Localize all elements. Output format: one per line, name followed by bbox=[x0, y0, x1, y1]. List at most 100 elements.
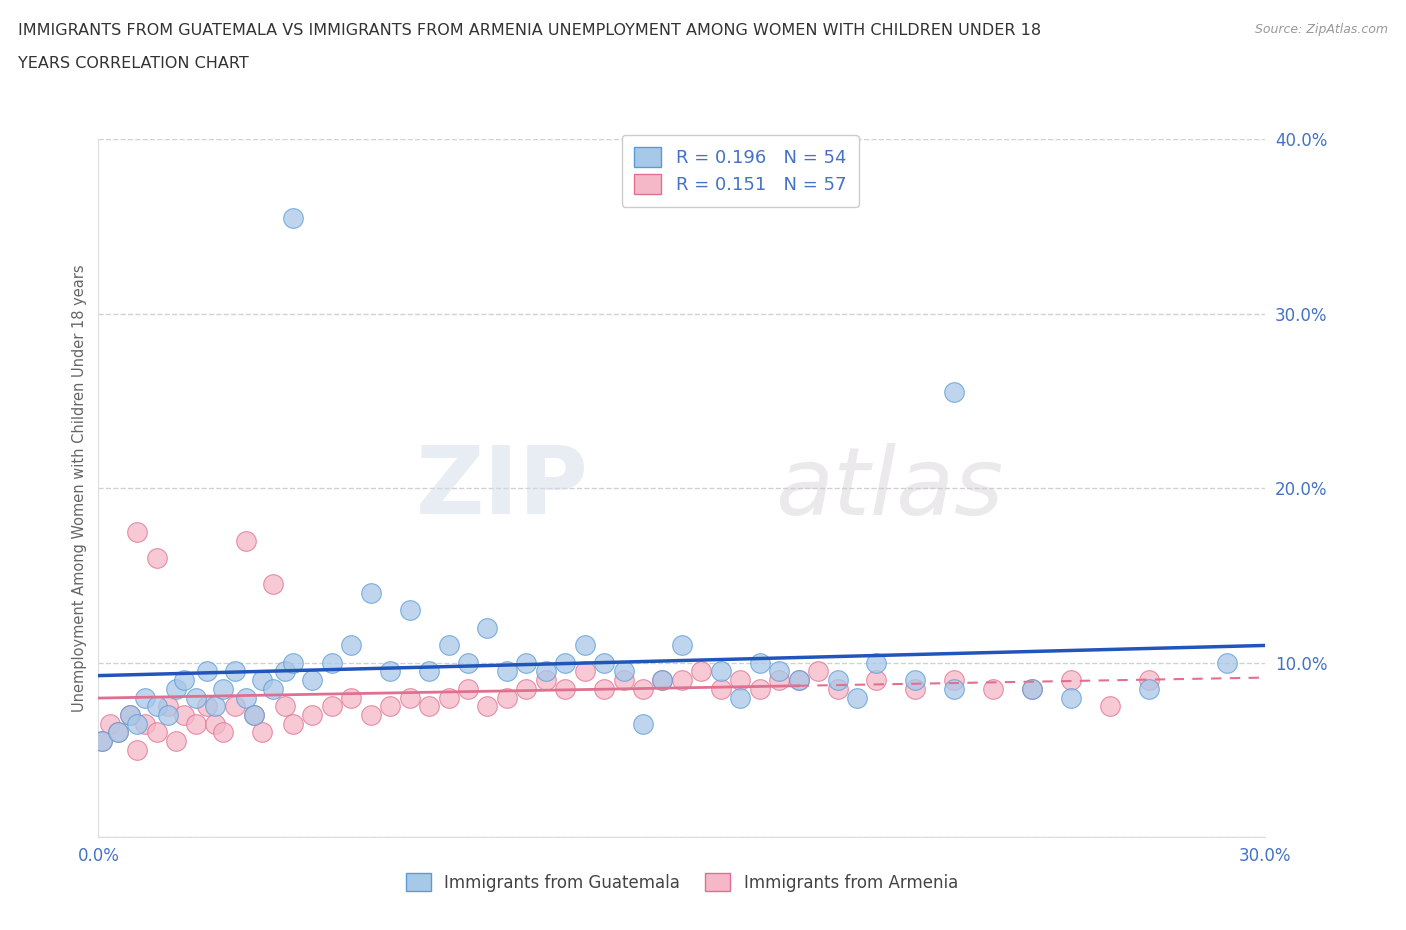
Point bbox=[146, 725, 169, 740]
Point bbox=[250, 725, 273, 740]
Point bbox=[768, 664, 790, 679]
Point bbox=[146, 551, 169, 565]
Point bbox=[173, 672, 195, 687]
Point bbox=[418, 664, 440, 679]
Point bbox=[1137, 672, 1160, 687]
Point bbox=[768, 672, 790, 687]
Point bbox=[378, 664, 402, 679]
Point bbox=[165, 682, 187, 697]
Point bbox=[360, 586, 382, 601]
Text: YEARS CORRELATION CHART: YEARS CORRELATION CHART bbox=[18, 56, 249, 71]
Point bbox=[671, 638, 693, 653]
Point bbox=[710, 664, 733, 679]
Point bbox=[845, 690, 868, 705]
Point bbox=[904, 682, 927, 697]
Text: ZIP: ZIP bbox=[416, 443, 589, 534]
Point bbox=[671, 672, 693, 687]
Text: Source: ZipAtlas.com: Source: ZipAtlas.com bbox=[1254, 23, 1388, 36]
Point bbox=[1021, 682, 1043, 697]
Point bbox=[165, 734, 187, 749]
Point bbox=[534, 672, 557, 687]
Point bbox=[710, 682, 733, 697]
Point bbox=[184, 690, 207, 705]
Point bbox=[243, 708, 266, 723]
Point bbox=[457, 655, 479, 670]
Point bbox=[107, 725, 129, 740]
Point bbox=[748, 682, 770, 697]
Point bbox=[477, 620, 499, 635]
Point bbox=[943, 672, 966, 687]
Point bbox=[157, 698, 180, 713]
Point bbox=[235, 533, 257, 548]
Point bbox=[554, 682, 576, 697]
Text: IMMIGRANTS FROM GUATEMALA VS IMMIGRANTS FROM ARMENIA UNEMPLOYMENT AMONG WOMEN WI: IMMIGRANTS FROM GUATEMALA VS IMMIGRANTS … bbox=[18, 23, 1042, 38]
Y-axis label: Unemployment Among Women with Children Under 18 years: Unemployment Among Women with Children U… bbox=[72, 264, 87, 712]
Point bbox=[134, 716, 156, 731]
Point bbox=[398, 603, 420, 618]
Point bbox=[157, 708, 180, 723]
Point bbox=[631, 682, 654, 697]
Point bbox=[1137, 682, 1160, 697]
Point bbox=[250, 672, 273, 687]
Point bbox=[301, 672, 323, 687]
Point bbox=[301, 708, 323, 723]
Point bbox=[612, 664, 634, 679]
Point bbox=[807, 664, 830, 679]
Text: atlas: atlas bbox=[775, 443, 1004, 534]
Point bbox=[515, 682, 537, 697]
Point bbox=[127, 525, 149, 539]
Point bbox=[360, 708, 382, 723]
Point bbox=[204, 698, 226, 713]
Point bbox=[1215, 655, 1237, 670]
Point bbox=[118, 708, 141, 723]
Point bbox=[281, 655, 304, 670]
Point bbox=[127, 716, 149, 731]
Point bbox=[195, 664, 218, 679]
Point bbox=[593, 655, 616, 670]
Point bbox=[904, 672, 927, 687]
Point bbox=[173, 708, 195, 723]
Point bbox=[593, 682, 616, 697]
Point bbox=[212, 682, 235, 697]
Point bbox=[787, 672, 810, 687]
Point bbox=[943, 385, 966, 400]
Point bbox=[943, 682, 966, 697]
Point bbox=[340, 690, 363, 705]
Point bbox=[91, 734, 114, 749]
Point bbox=[437, 638, 460, 653]
Point bbox=[827, 672, 849, 687]
Point bbox=[787, 672, 810, 687]
Point bbox=[274, 698, 297, 713]
Point bbox=[118, 708, 141, 723]
Point bbox=[146, 698, 169, 713]
Point bbox=[865, 672, 887, 687]
Point bbox=[184, 716, 207, 731]
Point bbox=[631, 716, 654, 731]
Point bbox=[730, 672, 752, 687]
Point bbox=[651, 672, 673, 687]
Point bbox=[574, 664, 596, 679]
Point bbox=[321, 655, 343, 670]
Point bbox=[865, 655, 887, 670]
Legend: Immigrants from Guatemala, Immigrants from Armenia: Immigrants from Guatemala, Immigrants fr… bbox=[399, 867, 965, 898]
Point bbox=[224, 698, 246, 713]
Point bbox=[1098, 698, 1121, 713]
Point bbox=[107, 725, 129, 740]
Point bbox=[827, 682, 849, 697]
Point bbox=[91, 734, 114, 749]
Point bbox=[243, 708, 266, 723]
Point bbox=[574, 638, 596, 653]
Point bbox=[554, 655, 576, 670]
Point bbox=[281, 210, 304, 225]
Point bbox=[224, 664, 246, 679]
Point bbox=[612, 672, 634, 687]
Point bbox=[262, 577, 284, 591]
Point bbox=[418, 698, 440, 713]
Point bbox=[495, 690, 517, 705]
Point bbox=[212, 725, 235, 740]
Point bbox=[730, 690, 752, 705]
Point bbox=[651, 672, 673, 687]
Point bbox=[321, 698, 343, 713]
Point bbox=[981, 682, 1004, 697]
Point bbox=[262, 682, 284, 697]
